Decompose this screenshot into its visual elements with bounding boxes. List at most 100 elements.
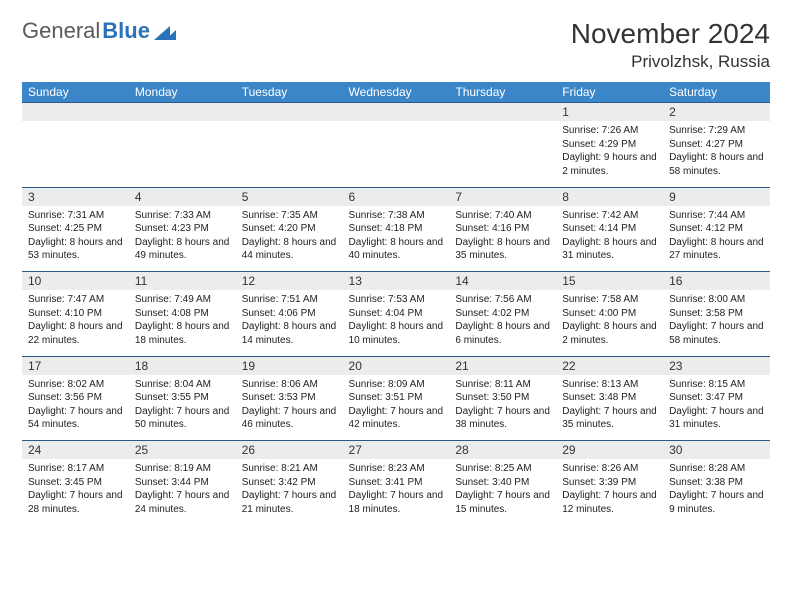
daylight-text: Daylight: 7 hours and 31 minutes. bbox=[669, 405, 764, 432]
day-number-cell: 22 bbox=[556, 356, 663, 375]
weekday-header-row: Sunday Monday Tuesday Wednesday Thursday… bbox=[22, 82, 770, 103]
sunrise-text: Sunrise: 7:51 AM bbox=[242, 293, 337, 307]
sunrise-text: Sunrise: 7:49 AM bbox=[135, 293, 230, 307]
day-info-cell: Sunrise: 8:15 AMSunset: 3:47 PMDaylight:… bbox=[663, 375, 770, 441]
day-info-row: Sunrise: 8:17 AMSunset: 3:45 PMDaylight:… bbox=[22, 459, 770, 525]
logo-text-1: General bbox=[22, 18, 100, 44]
day-number-cell: 24 bbox=[22, 441, 129, 460]
sunrise-text: Sunrise: 7:38 AM bbox=[349, 209, 444, 223]
day-info-cell: Sunrise: 7:35 AMSunset: 4:20 PMDaylight:… bbox=[236, 206, 343, 272]
daylight-text: Daylight: 8 hours and 10 minutes. bbox=[349, 320, 444, 347]
sunset-text: Sunset: 4:18 PM bbox=[349, 222, 444, 236]
sunrise-text: Sunrise: 8:21 AM bbox=[242, 462, 337, 476]
day-info-cell: Sunrise: 7:31 AMSunset: 4:25 PMDaylight:… bbox=[22, 206, 129, 272]
day-info-cell: Sunrise: 8:11 AMSunset: 3:50 PMDaylight:… bbox=[449, 375, 556, 441]
day-info-row: Sunrise: 7:47 AMSunset: 4:10 PM Daylight:… bbox=[22, 290, 770, 356]
day-info-cell: Sunrise: 7:58 AMSunset: 4:00 PMDaylight:… bbox=[556, 290, 663, 356]
sunset-text: Sunset: 4:12 PM bbox=[669, 222, 764, 236]
day-number-cell: 13 bbox=[343, 272, 450, 291]
daylight-text: Daylight: 8 hours and 53 minutes. bbox=[28, 236, 123, 263]
sunrise-text: Sunrise: 7:42 AM bbox=[562, 209, 657, 223]
sunset-text: Sunset: 4:23 PM bbox=[135, 222, 230, 236]
day-info-cell: Sunrise: 7:38 AMSunset: 4:18 PMDaylight:… bbox=[343, 206, 450, 272]
daylight-text: Daylight: 8 hours and 58 minutes. bbox=[669, 151, 764, 178]
day-number-cell: 4 bbox=[129, 187, 236, 206]
day-number-row: 17181920212223 bbox=[22, 356, 770, 375]
day-info-cell: Sunrise: 8:28 AMSunset: 3:38 PMDaylight:… bbox=[663, 459, 770, 525]
daylight-text: Daylight: 7 hours and 28 minutes. bbox=[28, 489, 123, 516]
daylight-text: Daylight: 8 hours and 6 minutes. bbox=[455, 320, 550, 347]
day-number-cell: 10 bbox=[22, 272, 129, 291]
sunset-text: Sunset: 4:20 PM bbox=[242, 222, 337, 236]
day-info-cell: Sunrise: 8:23 AMSunset: 3:41 PMDaylight:… bbox=[343, 459, 450, 525]
day-number-cell: 12 bbox=[236, 272, 343, 291]
daylight-text: Daylight: 8 hours and 44 minutes. bbox=[242, 236, 337, 263]
day-info-cell: Sunrise: 8:13 AMSunset: 3:48 PMDaylight:… bbox=[556, 375, 663, 441]
logo-text-2: Blue bbox=[102, 18, 150, 44]
day-info-cell: Sunrise: 8:02 AMSunset: 3:56 PMDaylight:… bbox=[22, 375, 129, 441]
sunrise-text: Sunrise: 7:47 AM bbox=[28, 293, 123, 307]
sunrise-text: Sunrise: 8:19 AM bbox=[135, 462, 230, 476]
daylight-text: Daylight: 8 hours and 35 minutes. bbox=[455, 236, 550, 263]
day-number-cell: 1 bbox=[556, 103, 663, 122]
daylight-text: Daylight: 8 hours and 27 minutes. bbox=[669, 236, 764, 263]
sunrise-text: Sunrise: 8:15 AM bbox=[669, 378, 764, 392]
daylight-text: Daylight: 7 hours and 35 minutes. bbox=[562, 405, 657, 432]
day-number-cell: 14 bbox=[449, 272, 556, 291]
day-info-cell bbox=[343, 121, 450, 187]
day-number-cell: 18 bbox=[129, 356, 236, 375]
sunrise-text: Sunrise: 8:11 AM bbox=[455, 378, 550, 392]
sunrise-text: Sunrise: 8:28 AM bbox=[669, 462, 764, 476]
day-info-row: Sunrise: 7:31 AMSunset: 4:25 PMDaylight:… bbox=[22, 206, 770, 272]
day-number-cell: 9 bbox=[663, 187, 770, 206]
day-number-cell: 5 bbox=[236, 187, 343, 206]
weekday-header: Saturday bbox=[663, 82, 770, 103]
daylight-text: Daylight: 8 hours and 49 minutes. bbox=[135, 236, 230, 263]
sunset-text: Sunset: 3:51 PM bbox=[349, 391, 444, 405]
day-info-cell: Sunrise: 7:49 AMSunset: 4:08 PMDaylight:… bbox=[129, 290, 236, 356]
sunset-text: Sunset: 4:10 PM bbox=[28, 307, 123, 321]
sunrise-text: Sunrise: 8:09 AM bbox=[349, 378, 444, 392]
daylight-text: Daylight: 8 hours and 31 minutes. bbox=[562, 236, 657, 263]
sunrise-text: Sunrise: 8:13 AM bbox=[562, 378, 657, 392]
day-info-cell: Sunrise: 8:25 AMSunset: 3:40 PMDaylight:… bbox=[449, 459, 556, 525]
day-info-row: Sunrise: 8:02 AMSunset: 3:56 PMDaylight:… bbox=[22, 375, 770, 441]
sunrise-text: Sunrise: 8:06 AM bbox=[242, 378, 337, 392]
calendar-body: 12Sunrise: 7:26 AMSunset: 4:29 PMDayligh… bbox=[22, 103, 770, 526]
sunrise-text: Sunrise: 8:17 AM bbox=[28, 462, 123, 476]
sunset-text: Sunset: 3:50 PM bbox=[455, 391, 550, 405]
day-info-row: Sunrise: 7:26 AMSunset: 4:29 PMDaylight:… bbox=[22, 121, 770, 187]
day-number-cell: 6 bbox=[343, 187, 450, 206]
day-info-cell bbox=[22, 121, 129, 187]
title-block: November 2024 Privolzhsk, Russia bbox=[571, 18, 770, 72]
sunset-text: Sunset: 4:06 PM bbox=[242, 307, 337, 321]
day-number-cell: 23 bbox=[663, 356, 770, 375]
sunrise-text: Sunrise: 8:25 AM bbox=[455, 462, 550, 476]
sunrise-text: Sunrise: 8:23 AM bbox=[349, 462, 444, 476]
day-number-cell: 30 bbox=[663, 441, 770, 460]
sunrise-text: Sunrise: 7:26 AM bbox=[562, 124, 657, 138]
weekday-header: Monday bbox=[129, 82, 236, 103]
day-number-cell: 27 bbox=[343, 441, 450, 460]
sunset-text: Sunset: 3:47 PM bbox=[669, 391, 764, 405]
daylight-text: Daylight: 8 hours and 2 minutes. bbox=[562, 320, 657, 347]
day-number-cell: 16 bbox=[663, 272, 770, 291]
sunset-text: Sunset: 4:08 PM bbox=[135, 307, 230, 321]
day-info-cell: Sunrise: 7:40 AMSunset: 4:16 PMDaylight:… bbox=[449, 206, 556, 272]
sunrise-text: Sunrise: 8:00 AM bbox=[669, 293, 764, 307]
day-info-cell: Sunrise: 8:21 AMSunset: 3:42 PMDaylight:… bbox=[236, 459, 343, 525]
day-number-row: 12 bbox=[22, 103, 770, 122]
calendar-table: Sunday Monday Tuesday Wednesday Thursday… bbox=[22, 82, 770, 525]
title-month: November 2024 bbox=[571, 18, 770, 50]
sunset-text: Sunset: 3:53 PM bbox=[242, 391, 337, 405]
sunset-text: Sunset: 4:02 PM bbox=[455, 307, 550, 321]
daylight-text: Daylight: 7 hours and 54 minutes. bbox=[28, 405, 123, 432]
day-number-cell: 26 bbox=[236, 441, 343, 460]
sunset-text: Sunset: 4:04 PM bbox=[349, 307, 444, 321]
day-number-cell bbox=[22, 103, 129, 122]
day-number-cell bbox=[449, 103, 556, 122]
day-info-cell: Sunrise: 8:06 AMSunset: 3:53 PMDaylight:… bbox=[236, 375, 343, 441]
daylight-text: Daylight: 7 hours and 15 minutes. bbox=[455, 489, 550, 516]
weekday-header: Sunday bbox=[22, 82, 129, 103]
day-info-cell: Sunrise: 8:04 AMSunset: 3:55 PMDaylight:… bbox=[129, 375, 236, 441]
